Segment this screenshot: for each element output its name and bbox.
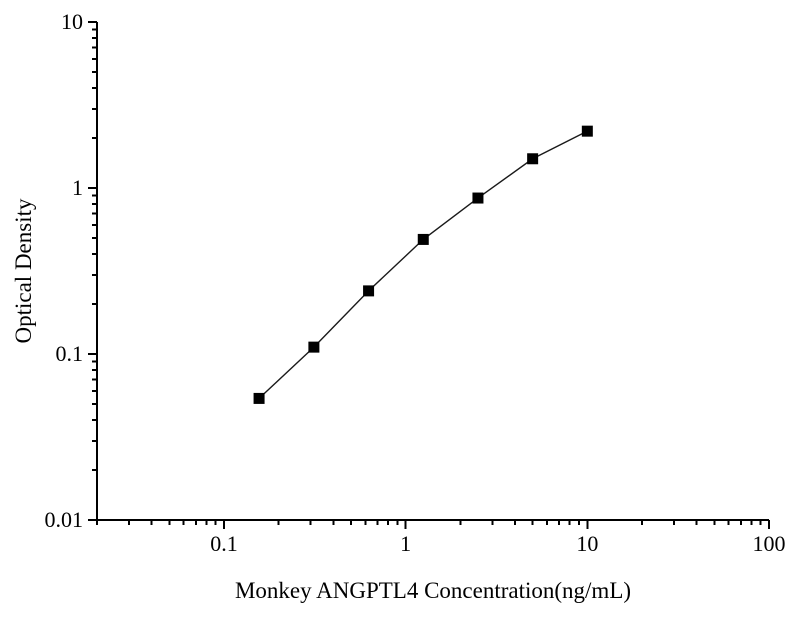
y-tick-label: 0.01 [45,507,84,532]
data-point-marker [581,125,593,137]
y-tick-label: 10 [61,9,83,34]
data-point-marker [363,285,375,297]
x-tick-label: 100 [753,531,786,556]
data-point-marker [253,392,265,404]
y-axis-title: Optical Density [11,198,36,344]
y-tick-label: 0.1 [56,341,84,366]
data-point-marker [308,341,320,353]
x-tick-label: 1 [400,531,411,556]
x-tick-label: 10 [576,531,598,556]
series-line [258,130,588,399]
axis-spines [96,22,769,521]
x-axis-title: Monkey ANGPTL4 Concentration(ng/mL) [234,578,632,603]
data-point-marker [527,153,539,165]
y-tick-label: 1 [72,175,83,200]
x-tick-label: 0.1 [210,531,238,556]
data-point-marker [417,233,429,245]
data-point-marker [472,192,484,204]
